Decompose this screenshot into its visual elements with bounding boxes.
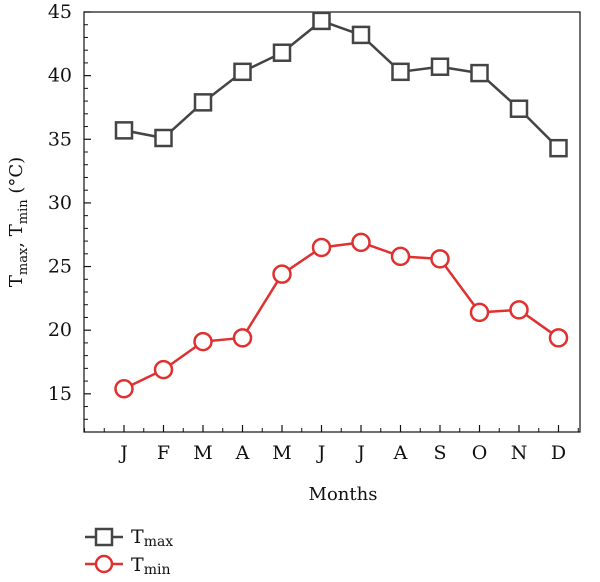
y-tick-label-15: 15 xyxy=(48,383,72,405)
series-max-point-7 xyxy=(391,62,410,82)
series-max-point-2 xyxy=(193,93,213,112)
x-tick-label-5: J xyxy=(316,442,326,464)
series-max-point-9 xyxy=(470,63,489,83)
x-tick-label-11: D xyxy=(551,442,566,464)
series-min-point-10 xyxy=(509,300,529,320)
y-axis-title-unit: (°C) xyxy=(6,157,27,200)
y-axis: 15 20 25 30 35 40 45 xyxy=(48,1,91,405)
series-min-point-2 xyxy=(193,331,213,352)
y-tick-label-35: 35 xyxy=(48,128,72,150)
plot-frame xyxy=(83,11,581,433)
series-min-point-0 xyxy=(114,378,134,399)
series-max-point-10 xyxy=(509,99,529,118)
series-max-point-1 xyxy=(154,128,173,148)
x-axis-title: Months xyxy=(309,484,378,505)
y-axis-title-sub2: min xyxy=(16,199,31,224)
x-tick-label-8: S xyxy=(433,442,446,464)
x-tick-label-1: F xyxy=(157,442,170,464)
x-tick-label-10: N xyxy=(511,442,528,464)
series-min-point-8 xyxy=(430,249,450,269)
series-layer xyxy=(114,11,569,399)
legend-tmax-sub: max xyxy=(144,534,174,550)
y-axis-title-t2: , T xyxy=(6,224,27,247)
x-tick-label-3: A xyxy=(235,442,250,464)
legend-tmin-sub: min xyxy=(144,562,171,578)
x-tick-label-2: M xyxy=(193,442,212,464)
legend: Tmax Tmin xyxy=(85,526,173,578)
series-min xyxy=(114,232,569,399)
series-max-point-4 xyxy=(272,43,292,62)
legend-tmax-base: T xyxy=(131,526,144,548)
y-tick-label-40: 40 xyxy=(48,65,72,87)
legend-item-tmax: Tmax xyxy=(85,526,173,550)
legend-item-tmin: Tmin xyxy=(85,554,170,578)
legend-tmax-marker xyxy=(94,527,114,547)
legend-tmin-label: Tmin xyxy=(131,554,170,578)
x-tick-label-7: A xyxy=(393,442,408,464)
y-axis-title: Tmax, Tmin (°C) xyxy=(6,157,31,287)
series-max-point-0 xyxy=(114,121,134,140)
series-max-line xyxy=(123,19,560,150)
legend-tmin-marker xyxy=(94,554,114,574)
y-tick-label-30: 30 xyxy=(48,192,72,214)
series-min-point-4 xyxy=(272,264,292,284)
x-tick-label-9: O xyxy=(472,442,488,464)
x-tick-label-0: J xyxy=(118,442,128,464)
series-min-line xyxy=(123,241,560,390)
y-axis-title-sub1: max xyxy=(16,247,31,275)
series-max-point-11 xyxy=(549,138,568,158)
legend-tmin-base: T xyxy=(131,554,144,576)
series-max xyxy=(114,11,568,158)
series-min-point-1 xyxy=(153,359,174,380)
y-axis-title-t1: T xyxy=(6,275,27,287)
series-max-point-6 xyxy=(351,25,371,45)
series-max-point-8 xyxy=(430,57,450,76)
y-tick-label-20: 20 xyxy=(48,319,72,341)
x-tick-label-6: J xyxy=(355,442,365,464)
x-tick-label-4: M xyxy=(272,442,291,464)
minor-ticks xyxy=(84,24,579,432)
series-max-point-3 xyxy=(233,62,252,82)
y-tick-label-45: 45 xyxy=(48,1,72,23)
y-tick-label-25: 25 xyxy=(48,256,72,278)
legend-tmax-label: Tmax xyxy=(131,526,173,550)
series-min-point-5 xyxy=(311,237,332,258)
series-min-point-6 xyxy=(351,232,371,253)
series-min-point-3 xyxy=(232,328,253,348)
series-min-point-7 xyxy=(390,246,411,267)
series-min-point-9 xyxy=(469,302,490,323)
series-max-point-5 xyxy=(312,11,331,31)
series-min-point-11 xyxy=(548,328,569,348)
